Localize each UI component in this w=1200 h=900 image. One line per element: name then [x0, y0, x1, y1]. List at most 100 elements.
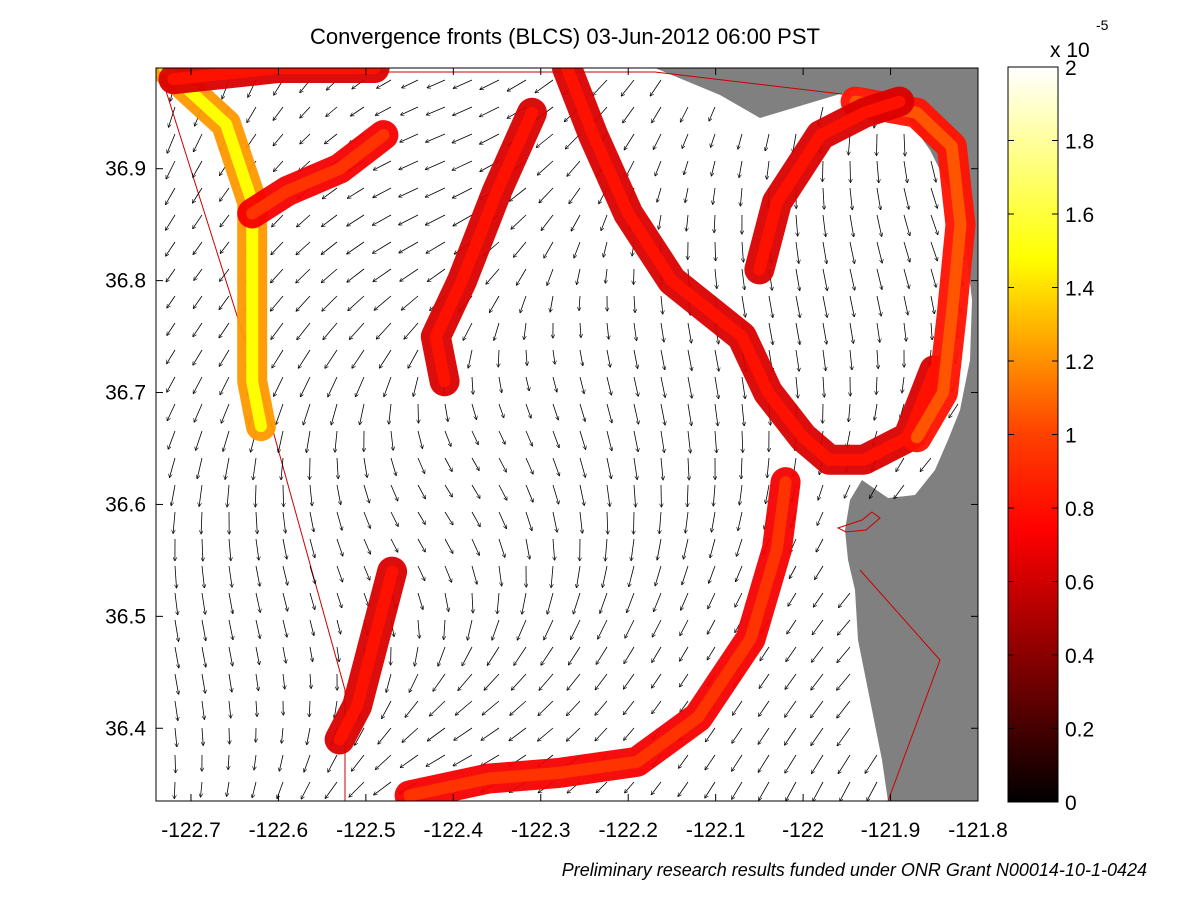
velocity-arrow: [709, 106, 716, 121]
velocity-arrow: [444, 619, 445, 640]
velocity-arrow: [426, 241, 446, 253]
velocity-arrow: [228, 619, 233, 640]
velocity-arrow: [596, 781, 608, 793]
velocity-arrow: [386, 673, 392, 692]
velocity-arrow: [567, 673, 581, 690]
velocity-arrow: [227, 781, 230, 796]
velocity-arrow: [480, 133, 500, 144]
velocity-arrow: [201, 673, 205, 693]
velocity-arrow: [390, 511, 398, 526]
velocity-arrow: [498, 430, 505, 444]
velocity-arrow: [514, 646, 527, 665]
velocity-arrow: [874, 403, 878, 420]
velocity-arrow: [336, 511, 342, 530]
velocity-arrow: [633, 457, 637, 480]
velocity-arrow: [739, 484, 743, 505]
velocity-arrow: [352, 349, 365, 368]
velocity-arrow: [894, 484, 905, 499]
velocity-arrow: [310, 457, 311, 480]
velocity-arrow: [566, 700, 581, 716]
velocity-arrow: [256, 700, 257, 717]
velocity-arrow: [444, 403, 448, 422]
velocity-arrow: [484, 673, 500, 690]
velocity-arrow: [877, 133, 878, 156]
velocity-arrow: [652, 619, 662, 637]
x-tick-label: -121.9: [861, 819, 921, 842]
velocity-arrow: [444, 592, 449, 611]
velocity-arrow: [219, 322, 230, 338]
velocity-arrow: [471, 403, 477, 420]
velocity-arrow: [174, 700, 178, 721]
velocity-arrow: [279, 754, 284, 771]
velocity-arrow: [498, 565, 502, 586]
velocity-arrow: [633, 403, 639, 424]
velocity-arrow: [660, 376, 665, 397]
velocity-arrow: [309, 484, 312, 506]
velocity-arrow: [786, 646, 797, 662]
velocity-arrow: [325, 781, 338, 799]
velocity-arrow: [347, 268, 365, 282]
velocity-arrow: [427, 727, 446, 741]
velocity-arrow: [652, 673, 662, 688]
velocity-arrow: [896, 457, 905, 472]
velocity-arrow: [390, 538, 398, 552]
velocity-arrow: [321, 241, 338, 255]
velocity-arrow: [903, 214, 910, 236]
velocity-arrow: [876, 187, 881, 210]
velocity-arrow: [325, 349, 338, 368]
velocity-arrow: [759, 700, 770, 716]
velocity-arrow: [580, 322, 581, 338]
velocity-arrow: [374, 295, 392, 310]
velocity-arrow: [427, 268, 446, 282]
velocity-arrow: [634, 511, 635, 534]
velocity-arrow: [481, 754, 500, 766]
velocity-arrow: [742, 430, 743, 452]
velocity-arrow: [904, 133, 905, 156]
velocity-arrow: [652, 106, 662, 123]
velocity-arrow: [606, 457, 611, 479]
velocity-arrow: [197, 457, 203, 479]
velocity-arrow: [454, 727, 473, 740]
velocity-arrow: [811, 700, 824, 718]
x-tick-label: -122.4: [424, 819, 484, 842]
velocity-arrow: [167, 349, 176, 364]
velocity-arrow: [453, 106, 473, 116]
velocity-arrow: [347, 187, 365, 198]
velocity-arrow: [322, 214, 338, 227]
velocity-arrow: [282, 619, 287, 637]
velocity-arrow: [228, 754, 229, 770]
velocity-arrow: [193, 214, 203, 229]
velocity-arrow: [498, 403, 504, 418]
velocity-arrow: [298, 349, 311, 368]
velocity-arrow: [877, 160, 879, 183]
velocity-arrow: [336, 484, 341, 505]
velocity-arrow: [623, 700, 635, 715]
velocity-arrow: [513, 241, 527, 257]
velocity-arrow: [390, 484, 398, 501]
velocity-arrow: [650, 79, 662, 96]
x-tick-label: -121.8: [948, 819, 1008, 842]
velocity-arrow: [687, 430, 691, 453]
velocity-arrow: [813, 781, 824, 801]
velocity-arrow: [167, 403, 176, 421]
velocity-arrow: [525, 484, 533, 502]
velocity-arrow: [334, 700, 338, 718]
velocity-arrow: [351, 106, 365, 116]
velocity-arrow: [838, 754, 851, 774]
velocity-arrow: [876, 241, 882, 263]
velocity-arrow: [687, 484, 688, 507]
lagoon-outline: [836, 511, 881, 533]
front-core-east-loop: [849, 95, 967, 444]
velocity-arrow: [787, 619, 797, 634]
velocity-arrow: [336, 538, 343, 556]
velocity-arrow: [360, 403, 365, 425]
velocity-arrow: [170, 457, 176, 478]
velocity-arrow: [169, 106, 176, 127]
velocity-arrow: [229, 538, 231, 561]
velocity-arrow: [300, 133, 311, 144]
velocity-arrow: [660, 430, 664, 453]
velocity-arrow: [574, 241, 581, 258]
velocity-arrow: [486, 268, 500, 284]
colorbar-tick-label: 0: [1065, 792, 1077, 815]
velocity-arrow: [220, 187, 230, 201]
